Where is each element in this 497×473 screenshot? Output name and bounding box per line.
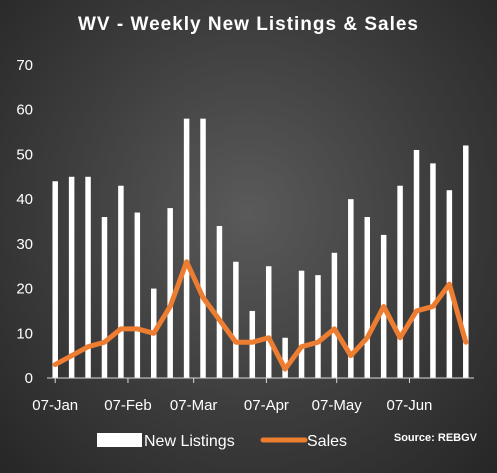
x-tick-label: 07-Mar (170, 397, 218, 414)
x-axis: 07-Jan 07-Feb 07-Mar 07-Apr 07-May 07-Jun (32, 377, 474, 414)
x-tick-label: 07-Jun (387, 397, 433, 414)
bar-new-listings (397, 185, 403, 378)
source-note: Source: REBGV (393, 432, 477, 444)
bar-new-listings (233, 261, 239, 378)
x-tick-label: 07-May (312, 397, 363, 414)
bar-new-listings (413, 149, 420, 378)
bar-new-listings (68, 176, 75, 378)
line-series-sales (52, 259, 469, 372)
bar-new-listings (118, 185, 124, 378)
bar-new-listings (265, 266, 272, 378)
legend-label-sales: Sales (307, 433, 347, 450)
bar-new-listings (348, 199, 354, 378)
bar-new-listings (216, 225, 223, 378)
y-tick-label: 30 (16, 236, 33, 253)
y-tick-label: 60 (16, 102, 33, 119)
bar-new-listings (430, 163, 436, 378)
y-tick-label: 0 (25, 370, 33, 387)
bar-new-listings (52, 181, 58, 378)
legend-label-new-listings: New Listings (144, 433, 235, 450)
bar-new-listings (101, 217, 108, 378)
y-tick-label: 20 (16, 281, 33, 298)
sales-line (52, 259, 469, 372)
legend: New Listings Sales (97, 433, 347, 450)
bar-new-listings (463, 145, 469, 378)
bar-new-listings (134, 212, 141, 378)
bar-new-listings (364, 217, 370, 378)
x-tick-label: 07-Apr (244, 397, 289, 414)
bar-new-listings (200, 118, 206, 379)
bar-new-listings (167, 208, 173, 378)
y-tick-label: 50 (16, 146, 33, 163)
y-axis: 0 10 20 30 40 50 60 70 (16, 57, 33, 387)
y-tick-label: 40 (16, 191, 33, 208)
bar-new-listings (183, 118, 190, 379)
y-tick-label: 70 (16, 57, 33, 74)
chart-title: WV - Weekly New Listings & Sales (77, 14, 420, 35)
bar-new-listings (331, 252, 338, 378)
y-tick-label: 10 (16, 325, 33, 342)
bar-new-listings (282, 337, 288, 378)
x-tick-label: 07-Feb (104, 397, 152, 414)
bar-new-listings (298, 270, 305, 378)
bar-new-listings (315, 275, 321, 378)
bar-new-listings (85, 176, 91, 378)
x-tick-label: 07-Jan (32, 397, 78, 414)
legend-swatch-new-listings (97, 433, 142, 447)
